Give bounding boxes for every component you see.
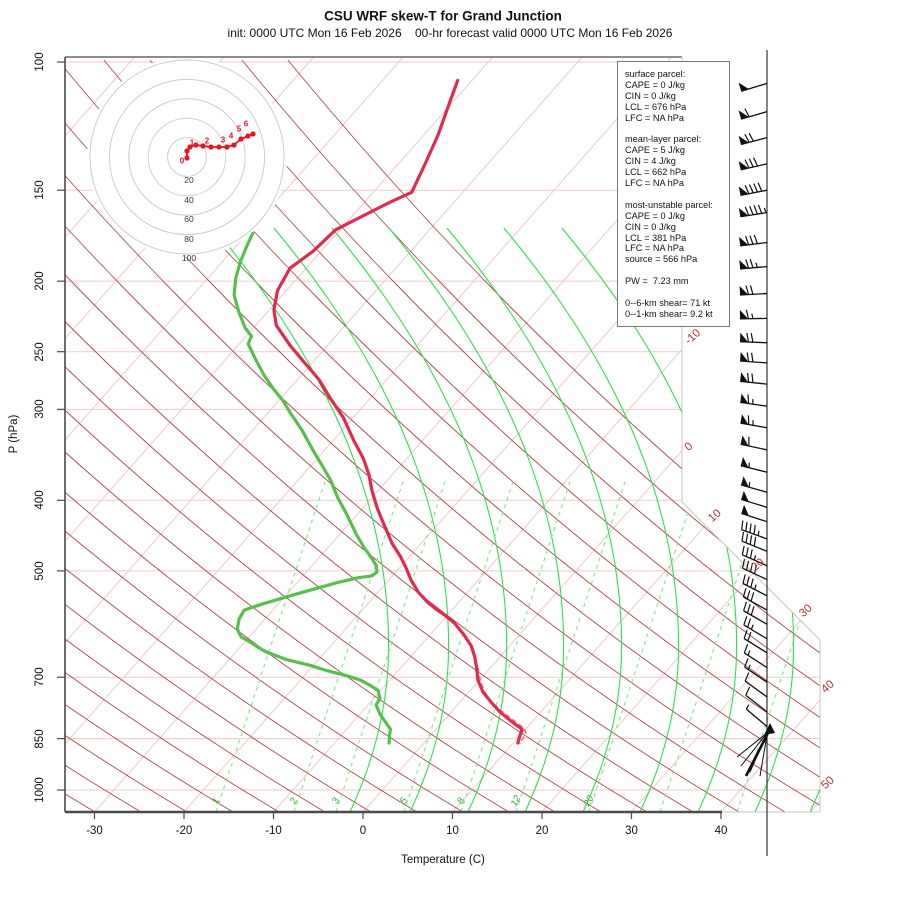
hodograph	[87, 57, 287, 257]
dewpoint-curve	[232, 231, 393, 745]
temperature-curve	[272, 78, 524, 745]
parcel-trace	[477, 667, 527, 745]
wind-barb-column	[736, 50, 775, 856]
